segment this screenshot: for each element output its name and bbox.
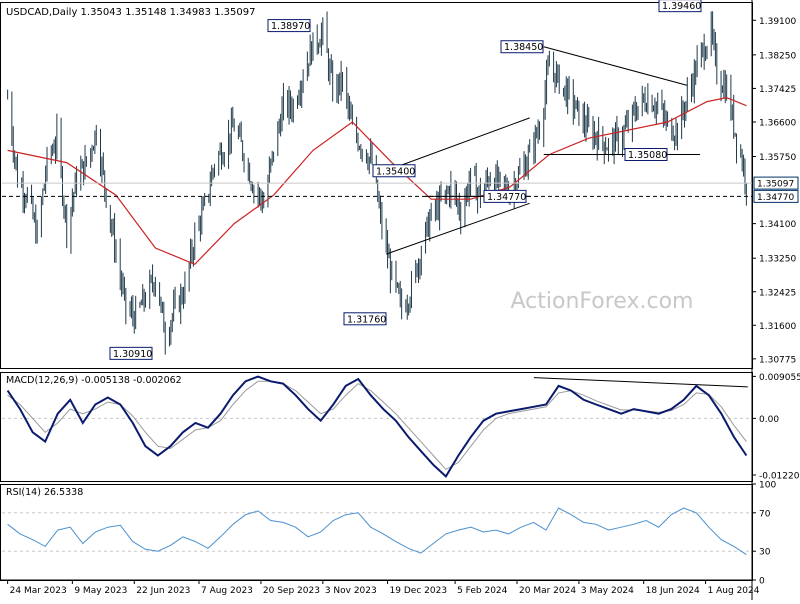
annotation-label: 1.31760 (347, 314, 386, 325)
y-tick-label: 1.33250 (759, 255, 796, 265)
macd-y-tick-label: 0.009055 (759, 373, 800, 383)
x-tick-label: 1 Aug 2024 (708, 586, 760, 596)
support-price-label-box (753, 189, 799, 203)
y-tick-label: 1.30775 (759, 355, 796, 365)
annotation-box (624, 148, 668, 161)
rsi-y-tick-label: 100 (759, 481, 776, 491)
annotation-label: 1.38450 (504, 42, 543, 53)
y-tick-label: 1.37425 (759, 85, 796, 95)
x-tick-label: 18 Jun 2024 (646, 586, 700, 596)
y-tick-label: 1.39100 (759, 17, 796, 27)
rsi-title: RSI(14) 26.5338 (6, 487, 83, 498)
x-tick-label: 3 May 2024 (581, 586, 634, 596)
annotation-label: 1.39460 (662, 1, 701, 12)
annotation-label: 1.30910 (113, 349, 152, 360)
y-tick-label: 1.36600 (759, 118, 796, 128)
annotation-box (343, 312, 387, 326)
macd-trend-line (533, 377, 748, 388)
rsi-y-tick-label: 70 (759, 509, 771, 519)
macd-signal-line (7, 380, 747, 471)
y-tick-label: 1.31600 (759, 322, 796, 332)
annotation-box (500, 40, 544, 54)
annotation-box (109, 346, 153, 360)
last-price-label-box (753, 176, 799, 190)
macd-y-tick-label: -0.012209 (759, 472, 800, 482)
macd-line (6, 375, 748, 478)
channel-lower-line (385, 202, 530, 255)
x-tick-label: 20 Mar 2024 (519, 586, 576, 596)
watermark: ActionForex.com (511, 289, 694, 314)
annotation-label: 1.35080 (628, 150, 667, 161)
chart-title: USDCAD,Daily 1.35043 1.35148 1.34983 1.3… (6, 7, 256, 18)
y-tick-label: 1.32425 (759, 288, 796, 298)
last-price-label: 1.35097 (757, 180, 794, 190)
channel-upper-line (385, 117, 530, 172)
y-tick-label: 1.35750 (759, 153, 796, 163)
annotation-box (267, 19, 311, 33)
annotation-label: 1.38970 (271, 21, 310, 32)
pane-frame (0, 484, 753, 581)
x-tick-label: 3 Nov 2023 (325, 586, 377, 596)
x-tick-label: 5 Feb 2024 (457, 586, 508, 596)
support-price-label: 1.34770 (757, 193, 794, 203)
moving-average-line (7, 96, 747, 266)
macd-y-tick-label: 0.00 (759, 415, 779, 425)
x-tick-label: 20 Sep 2023 (263, 586, 320, 596)
y-tick-label: 1.38250 (759, 51, 796, 61)
annotation-box (372, 164, 416, 178)
x-tick-label: 9 May 2023 (74, 586, 127, 596)
rsi-line (7, 507, 747, 556)
x-tick-label: 22 Jun 2023 (136, 586, 190, 596)
rsi-y-tick-label: 0 (759, 577, 765, 587)
x-tick-label: 7 Aug 2023 (201, 586, 253, 596)
annotation-box (658, 0, 702, 13)
macd-title: MACD(12,26,9) -0.005138 -0.002062 (6, 375, 182, 386)
rsi-y-tick-label: 30 (759, 548, 771, 558)
x-tick-label: 19 Dec 2023 (390, 586, 448, 596)
resistance-trend-line (543, 46, 688, 86)
pane-frame (0, 372, 753, 482)
annotation-box (483, 189, 527, 203)
x-tick-label: 24 Mar 2023 (10, 586, 67, 596)
y-tick-label: 1.34100 (759, 220, 796, 230)
annotation-label: 1.35400 (376, 166, 415, 177)
annotation-label: 1.34770 (487, 192, 526, 203)
